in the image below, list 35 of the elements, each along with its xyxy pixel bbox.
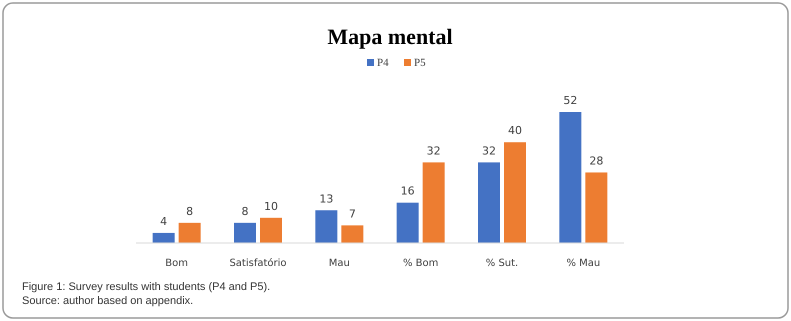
- bar: [260, 218, 282, 243]
- bar: [315, 210, 338, 243]
- x-tick-label: Satisfatório: [229, 258, 287, 269]
- data-label: 40: [508, 124, 522, 138]
- data-label: 13: [319, 192, 334, 206]
- data-label: 8: [242, 204, 248, 218]
- bar: [341, 225, 364, 243]
- bar: [478, 162, 500, 243]
- x-tick-label: Mau: [328, 258, 350, 269]
- x-tick-label: % Mau: [566, 258, 600, 269]
- data-label: 4: [160, 214, 168, 228]
- x-tick-label: % Sut.: [486, 258, 518, 269]
- bar: [504, 142, 526, 243]
- legend-label: P4: [377, 57, 390, 69]
- data-label: 16: [400, 184, 415, 198]
- data-label: 52: [563, 94, 578, 107]
- data-label: 8: [186, 204, 194, 218]
- x-tick-label: % Bom: [402, 258, 438, 269]
- x-tick-label: Bom: [165, 258, 188, 269]
- data-label: 32: [426, 144, 441, 158]
- data-label: 28: [589, 154, 604, 168]
- bar: [585, 172, 608, 243]
- bar: [234, 222, 256, 243]
- data-label: 10: [264, 200, 278, 213]
- bar: [559, 112, 582, 243]
- bar: [152, 232, 175, 243]
- bar: [422, 162, 445, 243]
- chart-title: Mapa mental: [327, 24, 453, 49]
- legend-label: P5: [414, 57, 426, 69]
- source-note: Source: author based on appendix.: [22, 295, 194, 307]
- bar: [396, 202, 419, 243]
- data-label: 32: [482, 144, 496, 158]
- data-label: 7: [348, 207, 356, 220]
- caption: Figure 1: Survey results with students (P4 and P5).: [22, 281, 270, 293]
- bar: [178, 222, 201, 243]
